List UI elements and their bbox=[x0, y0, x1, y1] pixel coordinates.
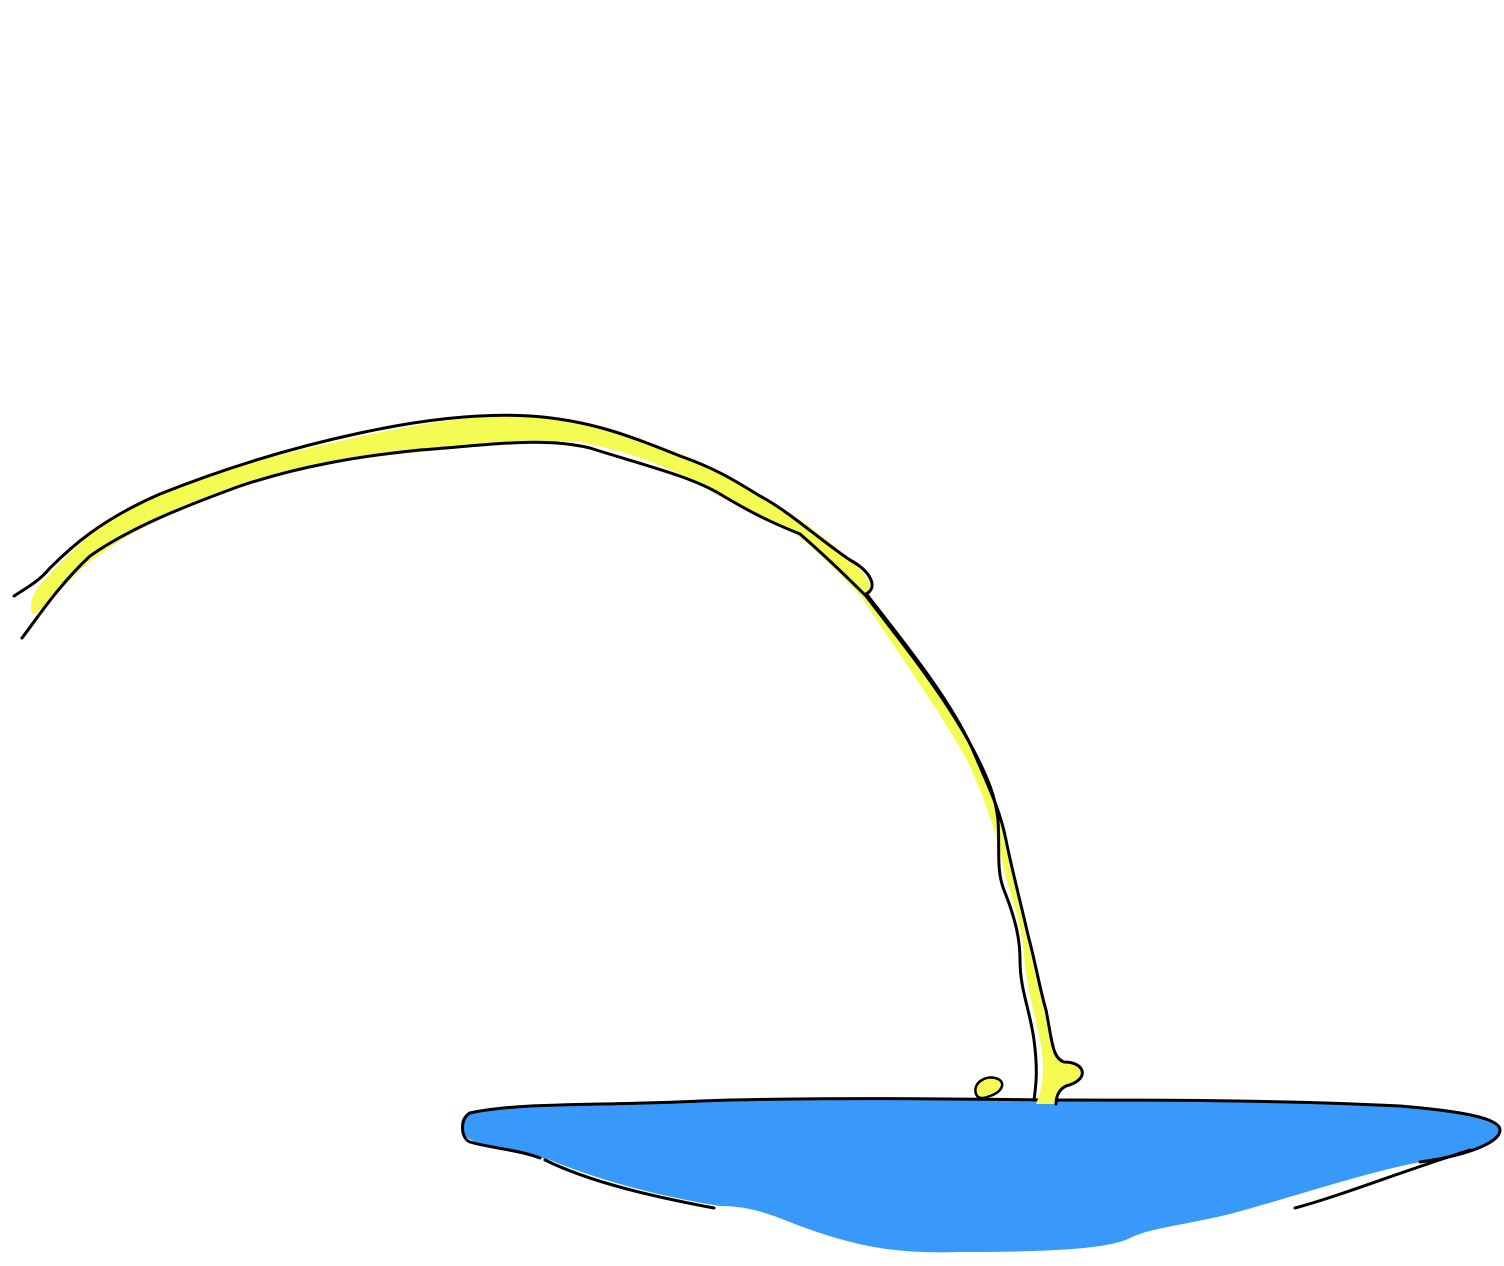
puddle-outline-right bbox=[1048, 1098, 1502, 1164]
stream bbox=[12, 413, 1084, 1106]
puddle-outline-top bbox=[468, 1097, 1052, 1115]
stream-outline-inner bbox=[20, 440, 1038, 1102]
stream-outline-right bbox=[866, 594, 1084, 1106]
stream-outline-outer bbox=[12, 413, 874, 598]
puddle-outline-bottom-left bbox=[543, 1158, 716, 1210]
puddle-icon bbox=[461, 1098, 1501, 1253]
arc-stream-icon bbox=[31, 414, 1084, 1105]
puddle bbox=[461, 1097, 1502, 1253]
droplet-icon bbox=[974, 1076, 1004, 1100]
puddle-outline-left bbox=[461, 1111, 542, 1160]
droplet bbox=[974, 1076, 1004, 1100]
puddle-outline-bottom-right bbox=[1293, 1148, 1472, 1210]
